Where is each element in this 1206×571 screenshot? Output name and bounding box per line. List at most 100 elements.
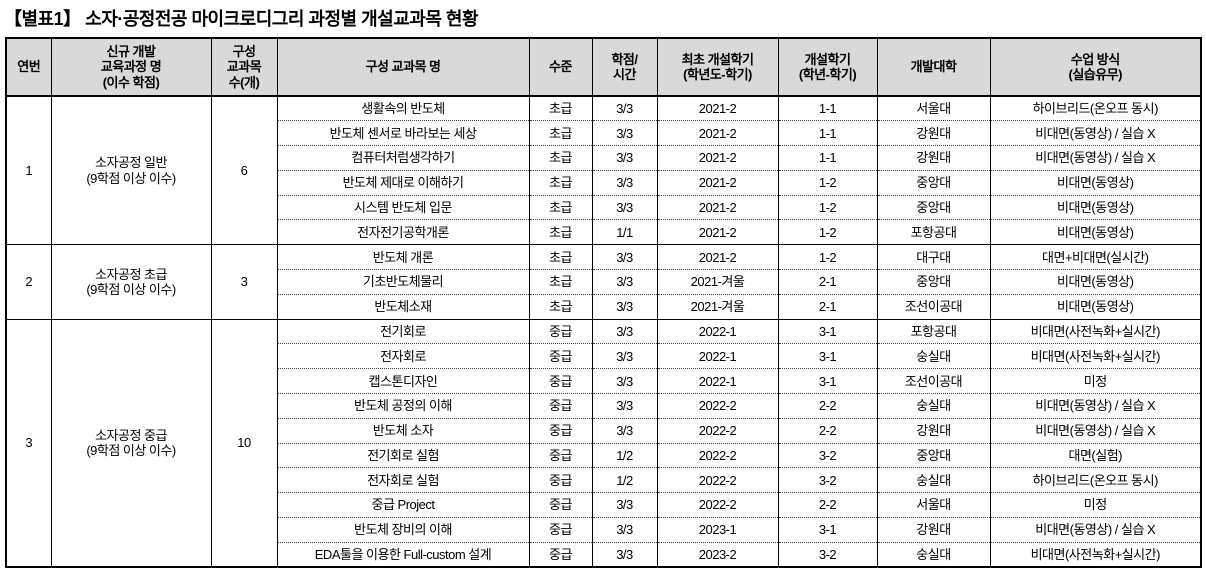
course-name: 시스템 반도체 입문: [276, 194, 530, 220]
course-row: 컴퓨터처럼생각하기 초급 3/3 2021-2 1-1 강원대 비대면(동영상) / 실습 …: [6, 145, 1202, 171]
course-level: 중급: [528, 467, 593, 493]
course-name: 전자전기공학개론: [276, 219, 530, 245]
course-first-semester: 2022-2: [656, 417, 779, 444]
course-credit-hours: 3/3: [591, 368, 658, 394]
course-university: 중앙대: [876, 269, 991, 295]
course-row: 전기회로 실험 중급 1/2 2022-2 3-2 중앙대 대면(실험): [6, 442, 1202, 468]
course-method: 비대면(동영상) / 실습 X: [989, 145, 1202, 171]
course-method: 비대면(동영상): [989, 293, 1202, 320]
course-level: 초급: [528, 244, 593, 270]
course-row: 반도체 소자 중급 3/3 2022-2 2-2 강원대 비대면(동영상) / 실습 X: [6, 417, 1202, 444]
header-course-name: 구성 교과목 명: [276, 38, 530, 97]
course-name: 반도체 소자: [276, 417, 530, 444]
course-name: 전자회로: [276, 343, 530, 369]
course-name: 반도체소재: [276, 293, 530, 320]
course-level: 초급: [528, 194, 593, 220]
course-row: 캡스톤디자인 중급 3/3 2022-1 3-1 조선이공대 미정: [6, 368, 1202, 394]
course-method: 비대면(동영상) / 실습 X: [989, 417, 1202, 444]
course-semester: 3-1: [777, 517, 878, 543]
course-first-semester: 2021-2: [656, 145, 779, 171]
table-header: 연번 신규 개발 교육과정 명 (이수 학점) 구성 교과목 수(개) 구성 교…: [5, 38, 1202, 97]
course-level: 중급: [528, 343, 593, 369]
course-name: 전기회로: [276, 318, 530, 344]
group-name: 소자공정 일반 (9학점 이상 이수): [50, 95, 212, 245]
course-row: 반도체 장비의 이해 중급 3/3 2023-1 3-1 강원대 비대면(동영상) / 실습…: [6, 517, 1202, 543]
course-method: 비대면(사전녹화+실시간): [989, 343, 1202, 369]
course-credit-hours: 3/3: [591, 492, 658, 518]
course-first-semester: 2022-2: [656, 467, 779, 493]
group-name: 소자공정 초급 (9학점 이상 이수): [50, 244, 212, 320]
course-row: 전자회로 중급 3/3 2022-1 3-1 숭실대 비대면(사전녹화+실시간): [6, 343, 1202, 369]
header-curriculum: 신규 개발 교육과정 명 (이수 학점): [50, 38, 212, 97]
course-level: 중급: [528, 417, 593, 444]
course-semester: 2-2: [777, 417, 878, 444]
course-method: 비대면(동영상): [989, 269, 1202, 295]
course-credit-hours: 3/3: [591, 343, 658, 369]
course-first-semester: 2021-2: [656, 219, 779, 245]
course-semester: 1-1: [777, 120, 878, 146]
course-row: 1 소자공정 일반 (9학점 이상 이수) 6 생활속의 반도체 초급 3/3 2021-2…: [5, 95, 1202, 245]
course-university: 조선이공대: [876, 368, 991, 394]
course-university: 강원대: [876, 517, 991, 543]
course-method: 미정: [989, 492, 1202, 518]
course-semester: 3-2: [777, 442, 878, 468]
course-method: 비대면(동영상): [989, 219, 1202, 245]
course-first-semester: 2021-2: [656, 194, 779, 220]
course-level: 초급: [528, 169, 593, 196]
course-level: 중급: [528, 517, 593, 543]
course-row: 중급 Project 중급 3/3 2022-2 2-2 서울대 미정: [6, 492, 1202, 518]
course-method: 대면(실험): [989, 442, 1202, 468]
course-university: 조선이공대: [876, 293, 991, 320]
group-no: 2: [5, 244, 52, 320]
course-credit-hours: 3/3: [591, 517, 658, 543]
course-method: 미정: [989, 368, 1202, 394]
course-first-semester: 2021-2: [656, 120, 779, 146]
course-level: 초급: [528, 145, 593, 171]
course-method: 비대면(동영상) / 실습 X: [989, 393, 1202, 419]
course-row: 반도체 센서로 바라보는 세상 초급 3/3 2021-2 1-1 강원대 비대면(동영상)…: [6, 120, 1202, 146]
group-course-count: 10: [210, 318, 278, 568]
course-name: 반도체 제대로 이해하기: [276, 169, 530, 196]
header-row: 연번 신규 개발 교육과정 명 (이수 학점) 구성 교과목 수(개) 구성 교…: [5, 38, 1202, 97]
course-row: 기초반도체물리 초급 3/3 2021-겨울 2-1 중앙대 비대면(동영상): [6, 269, 1202, 295]
course-method: 하이브리드(온오프 동시): [989, 95, 1202, 121]
course-semester: 3-1: [777, 343, 878, 369]
course-credit-hours: 3/3: [591, 169, 658, 196]
course-method: 비대면(동영상): [989, 169, 1202, 196]
course-semester: 1-2: [777, 219, 878, 245]
course-row: 시스템 반도체 입문 초급 3/3 2021-2 1-2 중앙대 비대면(동영상): [6, 194, 1202, 220]
course-semester: 1-1: [777, 95, 878, 121]
header-course-count: 구성 교과목 수(개): [210, 38, 278, 97]
course-level: 중급: [528, 393, 593, 419]
course-semester: 2-2: [777, 393, 878, 419]
course-level: 초급: [528, 293, 593, 320]
course-row: 반도체소재 초급 3/3 2021-겨울 2-1 조선이공대 비대면(동영상): [6, 293, 1202, 320]
course-name: 컴퓨터처럼생각하기: [276, 145, 530, 171]
course-level: 초급: [528, 219, 593, 245]
group-course-count: 6: [210, 95, 278, 245]
course-university: 숭실대: [876, 467, 991, 493]
course-first-semester: 2021-2: [656, 169, 779, 196]
table-body: 1 소자공정 일반 (9학점 이상 이수) 6 생활속의 반도체 초급 3/3 2021-2…: [5, 95, 1202, 568]
course-row: 반도체 제대로 이해하기 초급 3/3 2021-2 1-2 중앙대 비대면(동영상): [6, 169, 1202, 196]
course-semester: 1-2: [777, 244, 878, 270]
group-no: 3: [5, 318, 52, 568]
course-university: 중앙대: [876, 194, 991, 220]
course-name: EDA툴을 이용한 Full-custom 설계: [276, 541, 530, 568]
course-semester: 3-2: [777, 467, 878, 493]
course-method: 비대면(동영상) / 실습 X: [989, 120, 1202, 146]
course-first-semester: 2021-겨울: [656, 269, 779, 295]
course-first-semester: 2022-2: [656, 492, 779, 518]
course-name: 반도체 장비의 이해: [276, 517, 530, 543]
course-row: 전자전기공학개론 초급 1/1 2021-2 1-2 포항공대 비대면(동영상): [6, 219, 1202, 245]
group-no: 1: [5, 95, 52, 245]
course-university: 서울대: [876, 95, 991, 121]
course-university: 숭실대: [876, 541, 991, 568]
header-no: 연번: [5, 38, 52, 97]
course-university: 중앙대: [876, 169, 991, 196]
course-name: 전기회로 실험: [276, 442, 530, 468]
group-course-count: 3: [210, 244, 278, 320]
course-level: 초급: [528, 95, 593, 121]
course-row: 3 소자공정 중급 (9학점 이상 이수) 10 전기회로 중급 3/3 2022-1 3-1…: [5, 318, 1202, 568]
